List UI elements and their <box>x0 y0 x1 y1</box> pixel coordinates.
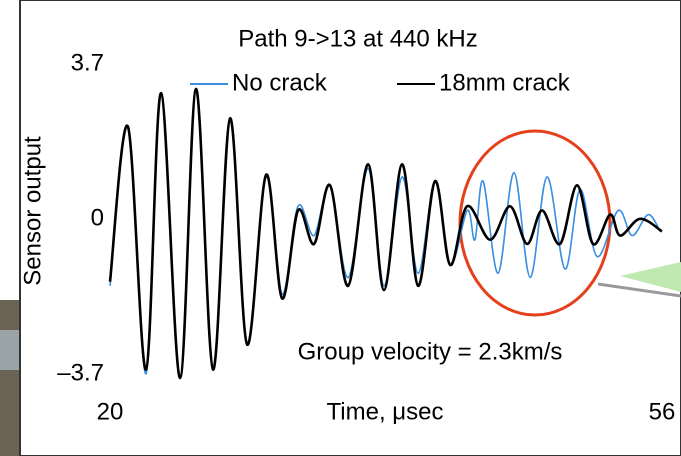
series-line <box>108 87 663 380</box>
y-tick-label: 0 <box>91 204 104 231</box>
panel <box>19 0 681 456</box>
y-tick-label: 3.7 <box>71 49 104 76</box>
y-tick-label: –3.7 <box>57 359 104 386</box>
legend-label: 18mm crack <box>439 69 571 96</box>
annotation: Group velocity = 2.3km/s <box>298 338 563 365</box>
x-tick-label: 20 <box>97 398 124 425</box>
background-photo <box>0 300 22 456</box>
x-tick-label: 56 <box>649 398 676 425</box>
pointer-line <box>597 282 681 298</box>
pointer-arrow <box>620 262 681 292</box>
x-axis-label: Time, μsec <box>327 398 444 425</box>
chart-title: Path 9->13 at 440 kHz <box>238 25 477 52</box>
y-axis-label: Sensor output <box>19 136 46 286</box>
legend-label: No crack <box>232 69 328 96</box>
background-photo <box>0 330 22 370</box>
